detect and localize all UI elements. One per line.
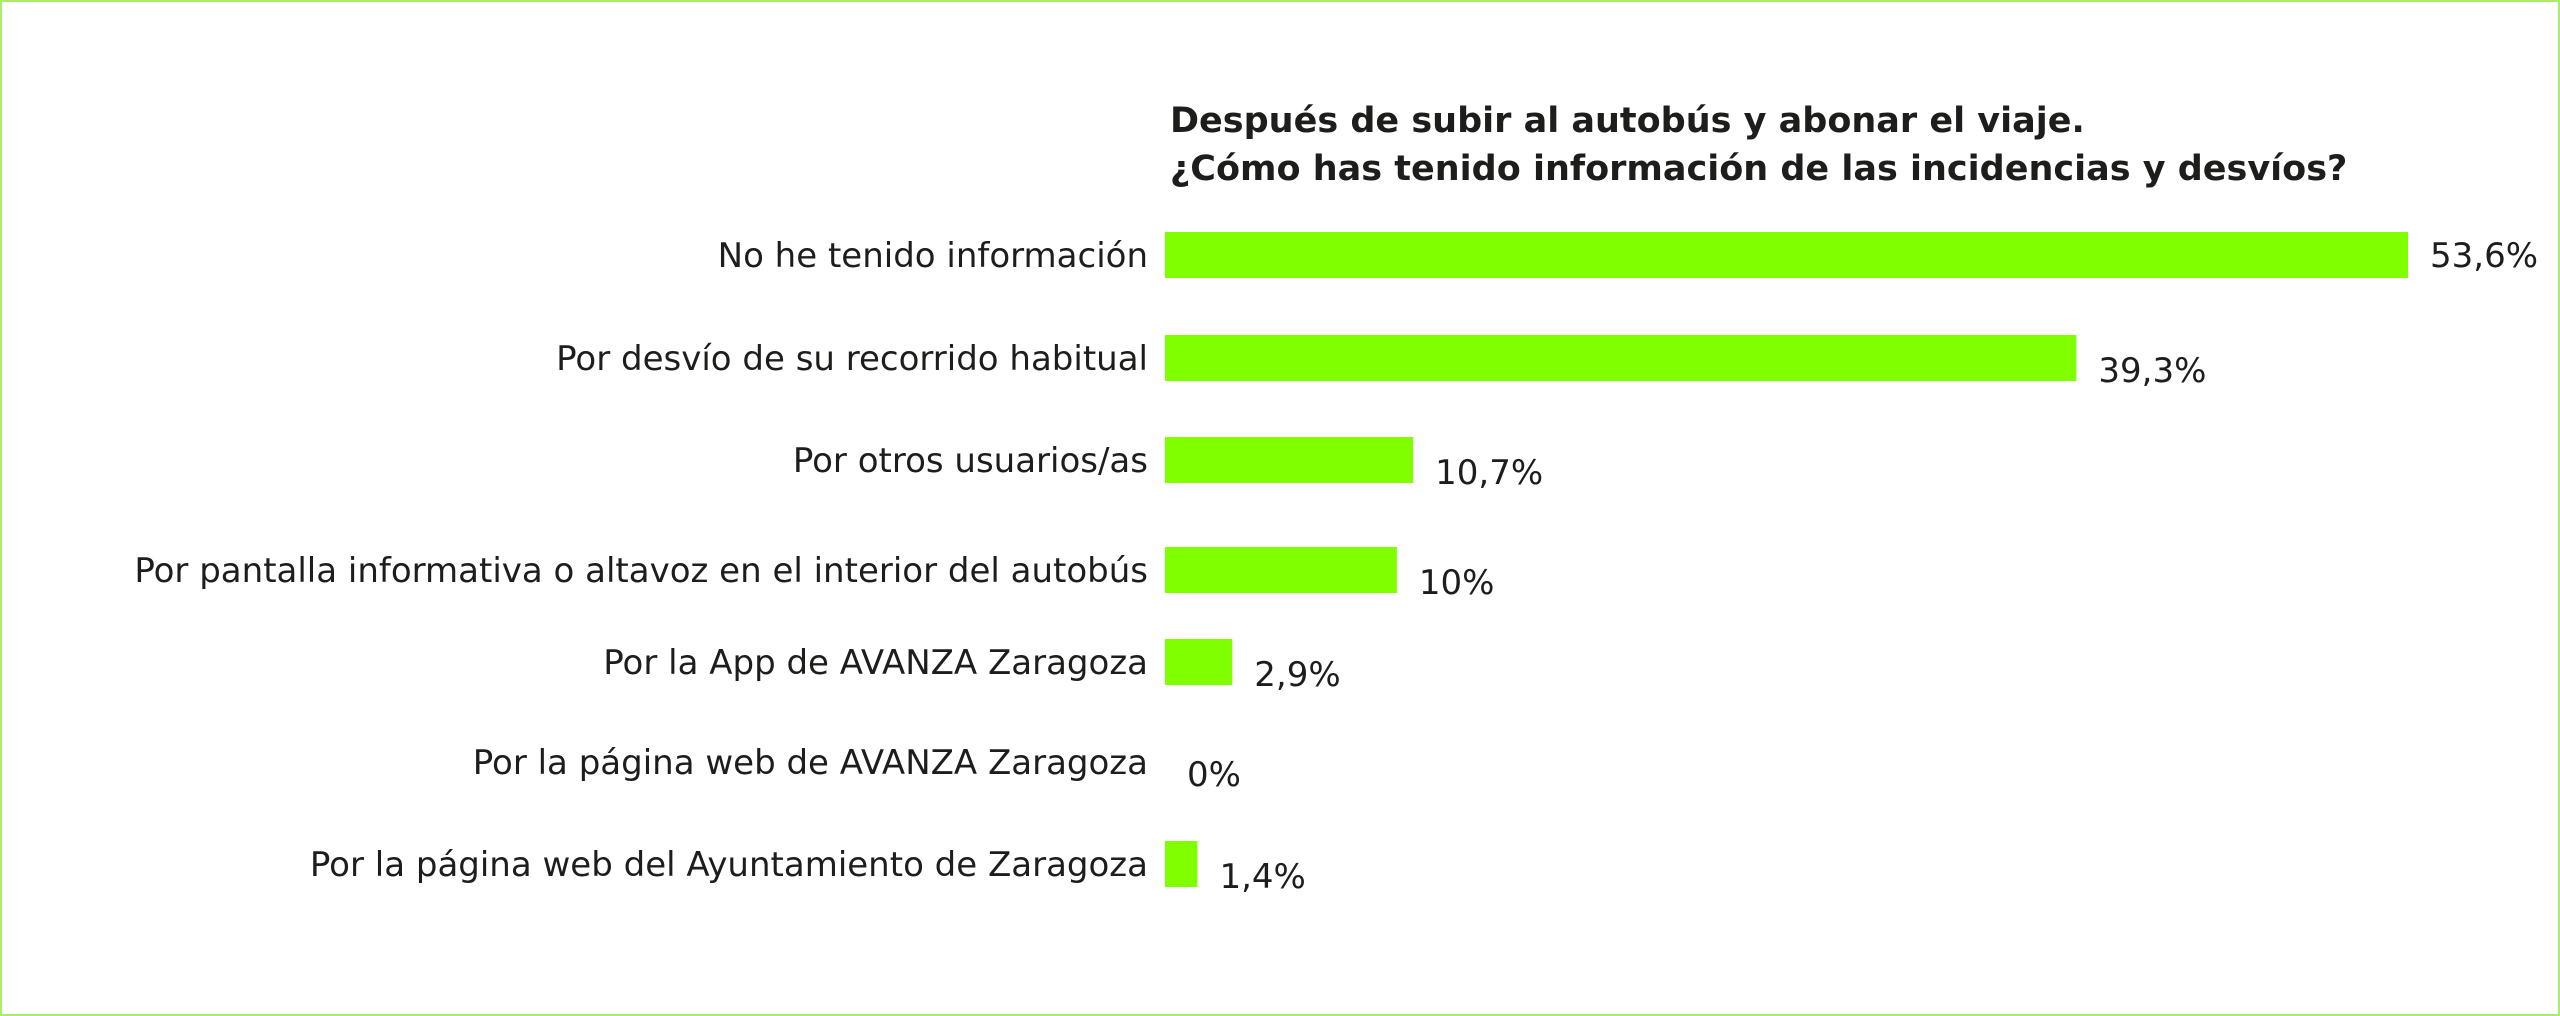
chart-title: Después de subir al autobús y abonar el … — [1170, 101, 2347, 189]
category-label: No he tenido información — [718, 236, 1148, 276]
bar — [1165, 547, 1397, 593]
value-label: 2,9% — [1254, 655, 1340, 695]
category-label: Por la App de AVANZA Zaragoza — [603, 643, 1148, 683]
bar — [1165, 639, 1233, 685]
value-label: 0% — [1187, 755, 1241, 795]
bar — [1165, 841, 1198, 887]
category-label: Por desvío de su recorrido habitual — [556, 339, 1148, 379]
bar — [1165, 335, 2077, 381]
category-label: Por la página web del Ayuntamiento de Za… — [310, 845, 1148, 885]
value-label: 53,6% — [2430, 236, 2538, 276]
bars-group: No he tenido información 53,6% Por desvío … — [134, 232, 2538, 897]
value-label: 10,7% — [1435, 453, 1543, 493]
value-label: 39,3% — [2098, 351, 2206, 391]
chart-title-line-2: ¿Cómo has tenido información de las inci… — [1170, 149, 2347, 189]
category-label: Por otros usuarios/as — [793, 441, 1148, 481]
value-label: 10% — [1419, 563, 1495, 603]
category-label: Por la página web de AVANZA Zaragoza — [473, 743, 1148, 783]
category-label: Por pantalla informativa o altavoz en el… — [134, 551, 1148, 591]
bar — [1165, 232, 2408, 278]
chart-title-line-1: Después de subir al autobús y abonar el … — [1170, 101, 2085, 141]
bar — [1165, 437, 1414, 483]
value-label: 1,4% — [1219, 857, 1305, 897]
